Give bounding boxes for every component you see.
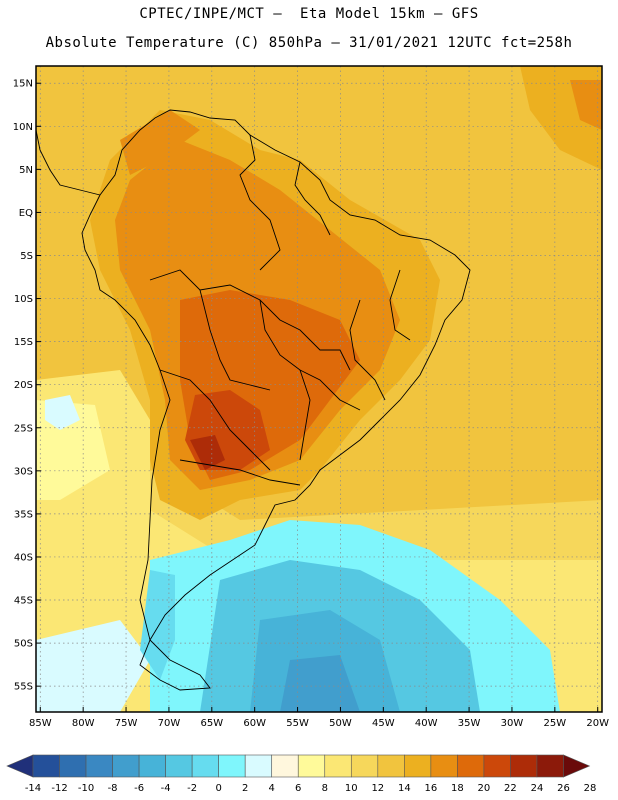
- colorbar-box: [404, 754, 432, 778]
- lon-label: 30W: [501, 718, 524, 729]
- lat-label: 15N: [13, 79, 33, 90]
- longitude-labels: 85W 80W 75W 70W 65W 60W 55W 50W 45W 40W 35W 30W 25W 2…: [29, 707, 609, 729]
- colorbar-box: [297, 754, 326, 778]
- colorbar-box: [112, 754, 140, 778]
- colorbar-box: [377, 754, 405, 778]
- lon-label: 65W: [200, 718, 223, 729]
- colorbar-label: 28: [584, 783, 597, 794]
- colorbar-label: 12: [371, 783, 384, 794]
- colorbar-label: 2: [242, 783, 248, 794]
- colorbar-label: 20: [478, 783, 491, 794]
- lat-label: 45S: [14, 596, 33, 607]
- colorbar: [6, 754, 591, 778]
- colorbar-label: 14: [398, 783, 411, 794]
- colorbar-label: -10: [78, 783, 94, 794]
- colorbar-box: [536, 754, 564, 778]
- lon-label: 70W: [158, 718, 181, 729]
- lon-label: 40W: [415, 718, 438, 729]
- colorbar-box: [59, 754, 87, 778]
- colorbar-box: [350, 754, 379, 778]
- colorbar-box: [510, 754, 538, 778]
- colorbar-label: 4: [269, 783, 275, 794]
- lat-label: 25S: [14, 423, 33, 434]
- colorbar-box: [430, 754, 458, 778]
- colorbar-box: [244, 754, 273, 778]
- colorbar-box: [191, 754, 219, 778]
- lat-label: 15S: [14, 337, 33, 348]
- coastlines: [36, 109, 471, 691]
- colorbar-box: [483, 754, 511, 778]
- temperature-field: [36, 66, 602, 712]
- colorbar-box: [32, 754, 60, 778]
- lon-label: 25W: [544, 718, 567, 729]
- lon-label: 55W: [286, 718, 309, 729]
- colorbar-min-arrow: [6, 754, 34, 778]
- colorbar-label: -12: [51, 783, 67, 794]
- lat-label: 50S: [14, 639, 33, 650]
- lon-label: 35W: [458, 718, 481, 729]
- title-line-2: Absolute Temperature (C) 850hPa – 31/01/…: [45, 35, 573, 51]
- colorbar-box: [218, 754, 246, 778]
- lat-label: 20S: [14, 380, 33, 391]
- lat-label: 5S: [20, 251, 33, 262]
- colorbar-max-arrow: [563, 754, 591, 778]
- lon-label: 60W: [243, 718, 266, 729]
- colorbar-label: 10: [345, 783, 358, 794]
- lon-label: 85W: [29, 718, 52, 729]
- colorbar-label: 6: [295, 783, 301, 794]
- colorbar-label: -14: [25, 783, 41, 794]
- colorbar-label: -6: [134, 783, 144, 794]
- lat-label: 35S: [14, 509, 33, 520]
- lat-label: 55S: [14, 682, 33, 693]
- colorbar-box: [165, 754, 193, 778]
- lon-label: 50W: [329, 718, 352, 729]
- colorbar-label: 8: [322, 783, 328, 794]
- colorbar-box: [324, 754, 352, 778]
- lat-label: EQ: [19, 208, 33, 219]
- latitude-labels: 15N 10N 5N EQ 5S 10S 15S 20S 25S 30S 35S 40S 45S 50S 5…: [13, 79, 41, 693]
- colorbar-box: [138, 754, 166, 778]
- lon-label: 20W: [586, 718, 609, 729]
- colorbar-label: 22: [504, 783, 517, 794]
- colorbar-box: [271, 754, 299, 778]
- colorbar-label: -4: [161, 783, 171, 794]
- colorbar-box: [457, 754, 485, 778]
- colorbar-label: 24: [531, 783, 544, 794]
- colorbar-box: [85, 754, 113, 778]
- colorbar-label: 26: [557, 783, 570, 794]
- lat-label: 40S: [14, 552, 33, 563]
- lon-label: 75W: [115, 718, 138, 729]
- colorbar-labels: -14 -12 -10 -8 -6 -4 -2 0 2 4 6 8 10 12 14 16 18 20 22 24 26…: [25, 783, 597, 794]
- colorbar-label: 0: [215, 783, 221, 794]
- title-line-1: CPTEC/INPE/MCT – Eta Model 15km – GFS: [139, 6, 479, 22]
- lat-label: 30S: [14, 466, 33, 477]
- lat-label: 10N: [13, 122, 33, 133]
- colorbar-label: -2: [187, 783, 197, 794]
- colorbar-label: -8: [108, 783, 118, 794]
- lon-label: 80W: [72, 718, 95, 729]
- colorbar-label: 18: [451, 783, 464, 794]
- lat-label: 5N: [19, 165, 33, 176]
- colorbar-label: 16: [424, 783, 437, 794]
- lat-label: 10S: [14, 294, 33, 305]
- lon-label: 45W: [372, 718, 395, 729]
- map-frame: [35, 65, 603, 713]
